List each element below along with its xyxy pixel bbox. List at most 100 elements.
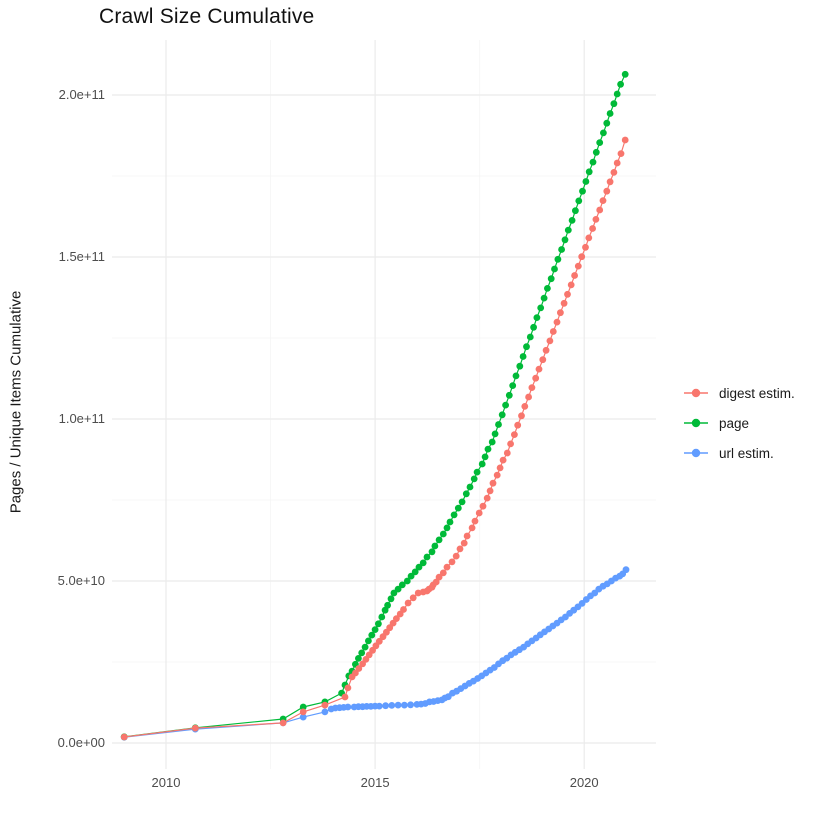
data-point <box>578 253 586 261</box>
data-point <box>473 468 481 476</box>
data-point <box>526 333 534 341</box>
data-point <box>575 197 583 205</box>
data-point <box>378 613 386 621</box>
data-point <box>540 294 548 302</box>
legend-label-url: url estim. <box>719 445 774 461</box>
data-point <box>603 187 611 195</box>
data-point <box>551 265 558 273</box>
data-point <box>478 460 486 468</box>
data-point <box>423 553 431 561</box>
data-point <box>483 494 491 502</box>
data-point <box>401 701 408 709</box>
data-point <box>613 90 621 98</box>
data-point <box>387 595 395 603</box>
data-point <box>468 524 476 532</box>
data-point <box>622 566 630 574</box>
data-point <box>621 136 629 144</box>
data-point <box>509 382 517 389</box>
data-point <box>589 225 596 232</box>
legend-key-digest-icon <box>684 388 708 398</box>
data-point <box>599 197 607 205</box>
data-point <box>481 453 489 461</box>
data-point <box>505 391 513 399</box>
data-point <box>460 539 468 547</box>
data-point <box>617 150 625 158</box>
data-point <box>495 421 502 428</box>
data-point <box>596 206 604 214</box>
data-point <box>498 411 506 419</box>
data-point <box>375 702 383 710</box>
data-point <box>403 577 411 585</box>
data-point <box>549 328 557 335</box>
data-point <box>554 255 562 263</box>
data-point <box>553 318 561 326</box>
data-point <box>493 471 501 479</box>
data-point <box>450 511 458 519</box>
data-point <box>191 724 199 732</box>
data-point <box>542 346 550 354</box>
data-point <box>528 384 536 391</box>
data-point <box>585 168 593 176</box>
data-point <box>388 702 396 709</box>
data-point <box>393 615 400 622</box>
legend-key-url-icon <box>684 448 708 458</box>
data-point <box>415 563 423 571</box>
data-point <box>471 517 479 525</box>
data-point <box>375 620 382 628</box>
data-point <box>533 314 541 321</box>
data-point <box>394 701 402 709</box>
data-point <box>398 581 406 589</box>
data-point <box>407 701 414 709</box>
legend-item-url: url estim. <box>683 438 795 468</box>
data-point <box>546 337 554 345</box>
data-point <box>523 343 530 351</box>
data-point <box>603 119 611 127</box>
data-point <box>582 243 589 251</box>
data-point <box>568 217 576 224</box>
data-point <box>475 509 483 517</box>
data-point <box>443 524 451 532</box>
data-point <box>279 719 287 727</box>
data-point <box>560 299 568 307</box>
data-point <box>592 216 600 223</box>
y-tick-label: 2.0e+11 <box>58 87 105 102</box>
data-point <box>321 701 329 709</box>
data-point <box>407 572 415 580</box>
data-point <box>539 356 547 364</box>
data-point <box>428 548 436 556</box>
data-point <box>606 178 614 186</box>
x-tick-label: 2020 <box>569 775 599 790</box>
data-point <box>466 483 474 491</box>
data-point <box>435 536 443 544</box>
data-point <box>470 475 478 483</box>
legend-label-page: page <box>719 415 750 431</box>
data-point <box>571 272 578 279</box>
data-point <box>409 594 417 602</box>
y-tick-label: 0.0e+00 <box>57 735 105 750</box>
data-point <box>462 490 470 498</box>
data-point <box>617 80 624 88</box>
data-point <box>525 393 532 401</box>
data-point <box>596 139 604 147</box>
data-point <box>344 684 352 692</box>
y-tick-label: 1.5e+11 <box>58 249 105 264</box>
data-point <box>558 246 565 253</box>
data-point <box>491 430 499 438</box>
x-tick-label: 2010 <box>151 775 181 790</box>
data-point <box>411 568 419 576</box>
data-point <box>344 703 352 711</box>
data-point <box>321 708 329 716</box>
data-point <box>400 606 407 613</box>
data-point <box>358 649 366 657</box>
data-point <box>514 421 522 429</box>
data-point <box>355 655 362 662</box>
legend-label-digest: digest estim. <box>719 385 795 401</box>
data-point <box>486 487 494 495</box>
data-point <box>479 502 487 510</box>
data-point <box>535 365 543 373</box>
data-point <box>499 456 507 464</box>
data-point <box>564 290 571 298</box>
data-point <box>489 479 497 487</box>
